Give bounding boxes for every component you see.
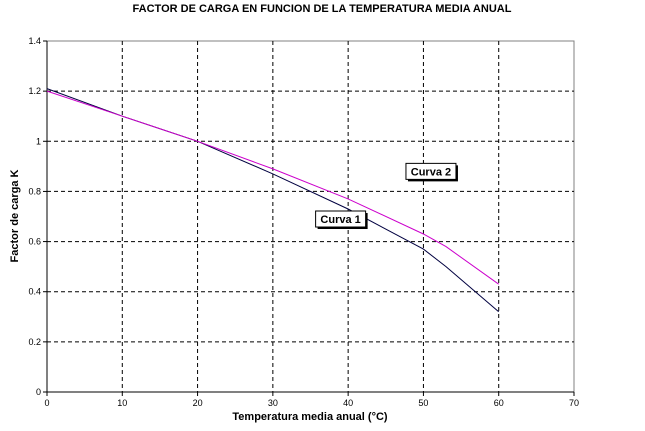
annotation-text: Curva 1 — [320, 214, 360, 226]
y-axis-label: Factor de carga K — [9, 169, 21, 262]
annotations: Curva 2 Curva 1 — [315, 162, 458, 230]
x-tick-labels: 0 10 20 30 40 50 60 70 — [44, 398, 579, 408]
series-line-2 — [46, 90, 499, 285]
y-tick-label-0.4: 0.4 — [28, 287, 41, 297]
y-tick-label-0.8: 0.8 — [28, 186, 41, 196]
x-tick-label-50: 50 — [418, 398, 428, 408]
x-tick-label-30: 30 — [268, 398, 278, 408]
x-tick-label-0: 0 — [44, 398, 49, 408]
x-tick-label-40: 40 — [343, 398, 353, 408]
axes — [43, 40, 575, 396]
annotation-1: Curva 2 — [405, 162, 458, 182]
y-tick-labels: 0 0.2 0.4 0.6 0.8 1 1.2 1.4 — [28, 36, 41, 397]
y-tick-label-1.2: 1.2 — [28, 86, 41, 96]
annotation-2: Curva 1 — [315, 210, 368, 230]
chart-title: FACTOR DE CARGA EN FUNCION DE LA TEMPERA… — [133, 3, 512, 15]
annotation-box — [405, 162, 457, 180]
x-tick-label-70: 70 — [569, 398, 579, 408]
y-tick-label-0: 0 — [36, 387, 41, 397]
x-tick-label-60: 60 — [494, 398, 504, 408]
x-tick-label-20: 20 — [193, 398, 203, 408]
annotation-text: Curva 2 — [411, 166, 451, 178]
grid-lines — [47, 41, 574, 392]
y-tick-label-1.4: 1.4 — [28, 36, 41, 46]
y-tick-label-0.6: 0.6 — [28, 237, 41, 247]
y-tick-label-1: 1 — [36, 136, 41, 146]
plot-area — [46, 40, 575, 393]
x-axis-label: Temperatura media anual (°C) — [232, 411, 388, 423]
series-lines — [46, 88, 500, 313]
annotation-box — [315, 210, 367, 228]
x-tick-label-10: 10 — [117, 398, 127, 408]
y-tick-label-0.2: 0.2 — [28, 337, 41, 347]
